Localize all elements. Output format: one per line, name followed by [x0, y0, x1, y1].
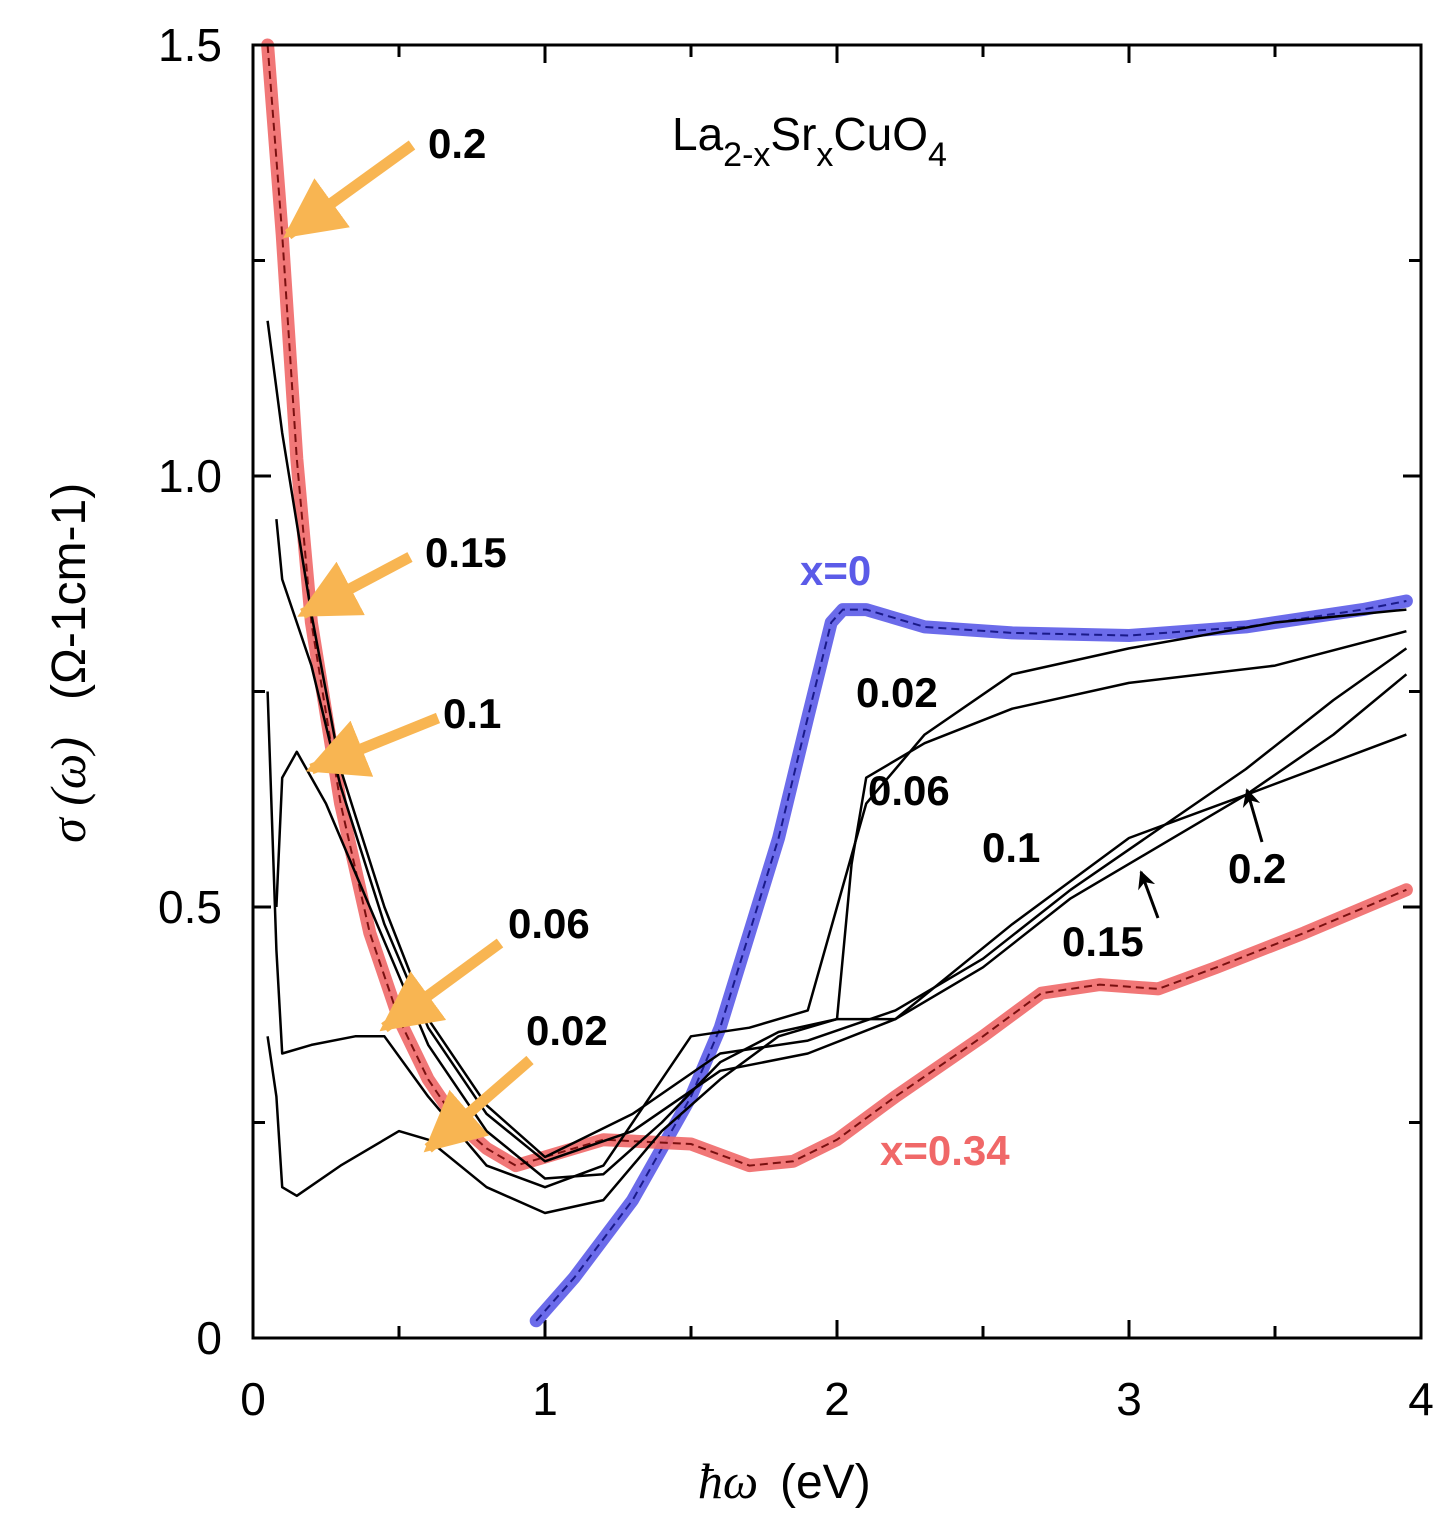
orange-arrows: [283, 140, 534, 1153]
series-0.06: [266, 608, 1407, 1189]
arrow-right-0.15: [1138, 870, 1160, 919]
orange-arrow-0.15: [297, 552, 413, 619]
series-x0-core: [535, 600, 1407, 1322]
x-axis-unit: (eV): [780, 1456, 871, 1509]
orange-arrow-0.02: [423, 1055, 534, 1153]
y-axis-unit: (Ω-1cm-1): [43, 483, 96, 700]
series-layer: [261, 38, 1413, 1328]
orange-arrow-0.06: [379, 938, 504, 1033]
y-tick-label: 1.0: [158, 450, 222, 502]
x-axis-symbol: ħω: [698, 1453, 758, 1509]
label-left-0.02: 0.02: [526, 1007, 608, 1054]
plot-frame: [251, 43, 1423, 1340]
label-left-0.2: 0.2: [428, 120, 486, 167]
label-right-0.2: 0.2: [1228, 845, 1286, 892]
label-right-0.02: 0.02: [856, 669, 938, 716]
label-right-0.1: 0.1: [982, 824, 1040, 871]
label-x034: x=0.34: [880, 1127, 1010, 1174]
series-0.02: [266, 733, 1407, 1215]
series-0.2: [266, 320, 1408, 1159]
label-left-0.06: 0.06: [508, 900, 590, 947]
orange-arrow-0.1: [305, 712, 441, 777]
x-tick-label: 4: [1408, 1373, 1434, 1425]
y-tick-label: 0: [196, 1312, 222, 1364]
x-tick-label: 1: [532, 1373, 558, 1425]
label-x0: x=0: [800, 547, 871, 594]
tick-labels: 0 1 2 3 4 0 0.5 1.0 1.5: [158, 19, 1434, 1425]
arrow-right-0.2: [1242, 788, 1264, 843]
compound-formula: La2-xSrxCuO4: [672, 108, 947, 174]
x-axis-title: ħω (eV): [698, 1453, 871, 1509]
series-x0: [529, 594, 1413, 1328]
y-tick-label: 0.5: [158, 881, 222, 933]
label-left-0.1: 0.1: [443, 690, 501, 737]
y-axis-symbol: σ (ω): [40, 737, 96, 843]
label-left-0.15: 0.15: [425, 529, 507, 576]
series-x034: [261, 38, 1413, 1173]
x-tick-label: 3: [1116, 1373, 1142, 1425]
series-x034-core: [266, 44, 1407, 1167]
label-right-0.06: 0.06: [868, 767, 950, 814]
label-right-0.15: 0.15: [1062, 918, 1144, 965]
y-tick-label: 1.5: [158, 19, 222, 71]
x-tick-label: 2: [824, 1373, 850, 1425]
y-axis-title: σ (ω) (Ω-1cm-1): [40, 483, 96, 843]
x-tick-label: 0: [240, 1373, 266, 1425]
orange-arrow-0.2: [283, 140, 416, 240]
annotations: 0.2 0.15 0.1 0.06 0.02 0.02 0.06 0.1 0.1…: [425, 120, 1286, 1174]
